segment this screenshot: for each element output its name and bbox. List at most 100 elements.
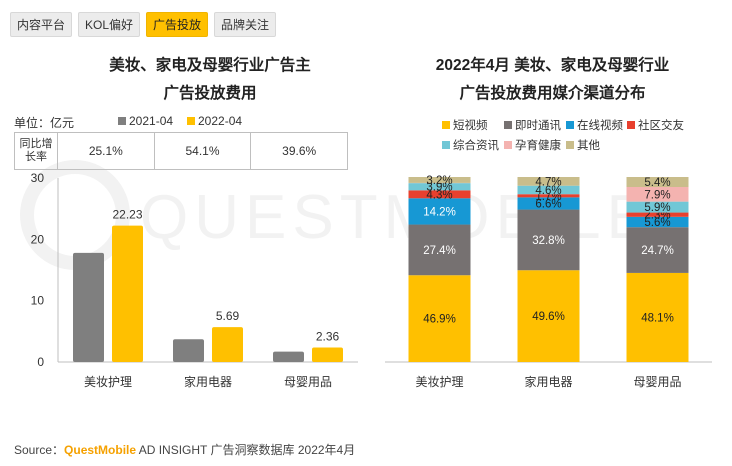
legend-label-2022: 2022-04 [198, 114, 243, 128]
stack-label-2-2: 5.6% [644, 217, 670, 229]
tab-bar: 内容平台 KOL偏好 广告投放 品牌关注 [10, 12, 277, 37]
stack-label-1-4: 4.6% [535, 185, 561, 197]
stack-seg-1-0 [517, 270, 580, 362]
growth-value-appliance: 54.1% [153, 132, 252, 170]
stack-seg-2-0 [626, 272, 689, 362]
stack-seg-2-4 [626, 201, 689, 213]
legend-item-2022: 2022-04 [187, 114, 242, 128]
stack-label-0-4: 3.9% [426, 182, 452, 194]
stack-label-0-6: 3.2% [426, 175, 452, 187]
x-tick-label-1: 家用电器 [184, 374, 232, 389]
tab-kol-preference[interactable]: KOL偏好 [78, 12, 141, 37]
x-tick-label-0: 美妆护理 [84, 375, 132, 389]
legend-item-short-video: 短视频 [442, 117, 488, 133]
right-x-tick-label-1: 家用电器 [524, 374, 572, 389]
stack-seg-0-4 [408, 183, 471, 191]
legend-swatch-2022 [187, 117, 195, 125]
source-note: Source：QuestMobile AD INSIGHT 广告洞察数据库 20… [14, 441, 355, 458]
source-brand: QuestMobile [64, 443, 137, 457]
stack-label-2-0: 48.1% [641, 312, 674, 324]
tab-brand-attention[interactable]: 品牌关注 [214, 12, 277, 37]
stack-seg-1-3 [517, 194, 580, 198]
stack-seg-1-6 [517, 177, 580, 186]
stack-label-2-5: 7.9% [644, 189, 670, 201]
y-tick-label-0: 0 [37, 355, 44, 369]
legend-swatch-parenting [504, 141, 512, 149]
stack-seg-0-6 [408, 177, 471, 183]
data-label-0: 22.23 [112, 208, 142, 222]
stack-seg-2-6 [626, 177, 689, 187]
data-label-1: 5.69 [216, 309, 240, 323]
legend-label-news: 综合资讯 [453, 140, 499, 152]
data-label-2: 2.36 [316, 330, 340, 344]
legend-item-parenting: 孕育健康 [504, 137, 561, 153]
stack-label-0-0: 46.9% [423, 314, 456, 326]
source-prefix: Source： [14, 443, 65, 457]
stack-seg-0-1 [408, 224, 471, 276]
legend-item-social: 社区交友 [627, 117, 684, 133]
stack-label-2-3: 2.3% [644, 210, 670, 222]
legend-label-other: 其他 [577, 140, 600, 152]
legend-label-im: 即时通讯 [515, 120, 561, 132]
stack-label-1-0: 49.6% [532, 311, 565, 323]
stack-seg-2-5 [626, 187, 689, 202]
legend-swatch-2021 [118, 117, 126, 125]
bar-2022-04-2 [312, 347, 343, 362]
unit-label: 单位：亿元 [14, 116, 75, 130]
left-title-line1: 美妆、家电及母婴行业广告主 [109, 57, 311, 74]
right-x-tick-label-2: 母婴用品 [633, 375, 681, 389]
growth-value-baby: 39.6% [250, 132, 348, 170]
stack-seg-1-2 [517, 197, 580, 210]
y-tick-label-1: 10 [31, 294, 45, 308]
stack-label-2-4: 5.9% [644, 202, 670, 214]
growth-header: 同比增长率 [14, 132, 58, 170]
legend-label-short-video: 短视频 [453, 120, 488, 132]
tab-content-platform[interactable]: 内容平台 [10, 12, 73, 37]
bar-2022-04-1 [212, 327, 243, 362]
right-chart-title: 2022年4月 美妆、家电及母婴行业 广告投放费用媒介渠道分布 [380, 52, 725, 108]
growth-row: 同比增长率 25.1% 54.1% 39.6% [14, 132, 348, 170]
y-tick-label-3: 30 [31, 171, 45, 185]
right-title-line1: 2022年4月 美妆、家电及母婴行业 [435, 57, 670, 74]
right-x-tick-label-0: 美妆护理 [415, 375, 463, 389]
legend-swatch-other [566, 141, 574, 149]
bar-2022-04-0 [112, 225, 143, 362]
stack-seg-2-3 [626, 212, 689, 217]
bar-2021-04-2 [273, 351, 304, 362]
stack-label-0-3: 4.3% [426, 189, 452, 201]
legend-swatch-online-video [566, 121, 574, 129]
stack-label-2-1: 24.7% [641, 245, 674, 257]
bar-2021-04-0 [73, 252, 104, 362]
legend-label-parenting: 孕育健康 [515, 140, 561, 152]
stack-label-2-6: 5.4% [644, 177, 670, 189]
growth-table: 同比增长率 25.1% 54.1% 39.6% [14, 132, 348, 170]
stack-label-1-2: 6.6% [535, 198, 561, 210]
stack-seg-1-1 [517, 209, 580, 271]
legend-item-2021: 2021-04 [118, 114, 173, 128]
stack-seg-2-2 [626, 216, 689, 228]
legend-item-im: 即时通讯 [504, 117, 561, 133]
tab-ad-placement[interactable]: 广告投放 [146, 12, 209, 37]
stack-seg-0-3 [408, 190, 471, 199]
stack-seg-0-0 [408, 275, 471, 362]
stack-label-1-1: 32.8% [532, 235, 565, 247]
legend-swatch-social [627, 121, 635, 129]
legend-label-2021: 2021-04 [129, 114, 174, 128]
left-title-line2: 广告投放费用 [163, 85, 257, 102]
legend-label-online-video: 在线视频 [577, 120, 623, 132]
bar-2021-04-1 [173, 339, 204, 362]
x-tick-label-2: 母婴用品 [284, 375, 332, 389]
stack-seg-2-1 [626, 227, 689, 273]
stack-label-0-2: 14.2% [423, 206, 456, 218]
left-chart-title: 美妆、家电及母婴行业广告主 广告投放费用 [50, 52, 370, 108]
legend-swatch-im [504, 121, 512, 129]
growth-value-beauty: 25.1% [57, 132, 155, 170]
right-title-line2: 广告投放费用媒介渠道分布 [459, 85, 646, 102]
stack-label-1-6: 4.7% [535, 176, 561, 188]
legend-label-social: 社区交友 [638, 120, 684, 132]
legend-swatch-news [442, 141, 450, 149]
stack-label-0-1: 27.4% [423, 245, 456, 257]
legend-item-other: 其他 [566, 137, 600, 153]
legend-item-news: 综合资讯 [442, 137, 499, 153]
